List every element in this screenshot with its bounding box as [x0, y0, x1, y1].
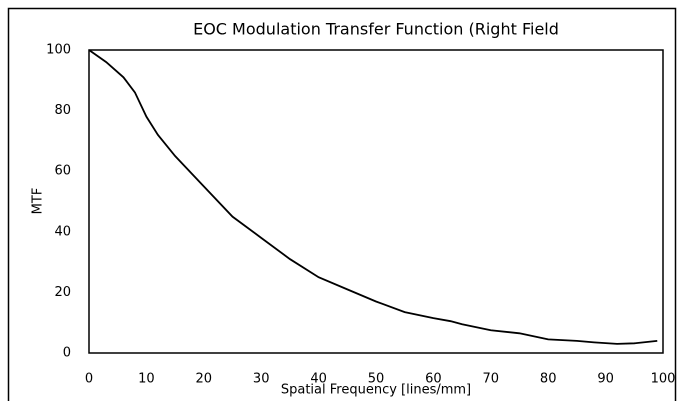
- y-tick-label: 40: [54, 224, 71, 239]
- x-tick-label: 80: [540, 372, 557, 387]
- x-tick-label: 60: [425, 372, 442, 387]
- x-tick-label: 70: [483, 372, 500, 387]
- x-axis-label: Spatial Frequency [lines/mm]: [281, 383, 471, 398]
- y-tick-label: 0: [63, 346, 71, 361]
- x-tick-label: 10: [138, 372, 155, 387]
- x-tick-label: 30: [253, 372, 270, 387]
- x-tick-label: 100: [651, 372, 676, 387]
- y-axis-label: MTF: [31, 188, 46, 215]
- chart-frame: [7, 7, 677, 401]
- x-tick-label: 20: [196, 372, 213, 387]
- data-line: [88, 49, 658, 345]
- x-tick-label: 0: [85, 372, 93, 387]
- y-tick-label: 60: [54, 164, 71, 179]
- x-tick-label: 90: [597, 372, 614, 387]
- chart-title: EOC Modulation Transfer Function (Right …: [193, 20, 559, 39]
- y-tick-label: 20: [54, 285, 71, 300]
- plot-frame: [88, 49, 664, 354]
- x-tick-label: 50: [368, 372, 385, 387]
- y-tick-label: 80: [54, 103, 71, 118]
- x-tick-label: 40: [310, 372, 327, 387]
- y-tick-label: 100: [46, 43, 71, 58]
